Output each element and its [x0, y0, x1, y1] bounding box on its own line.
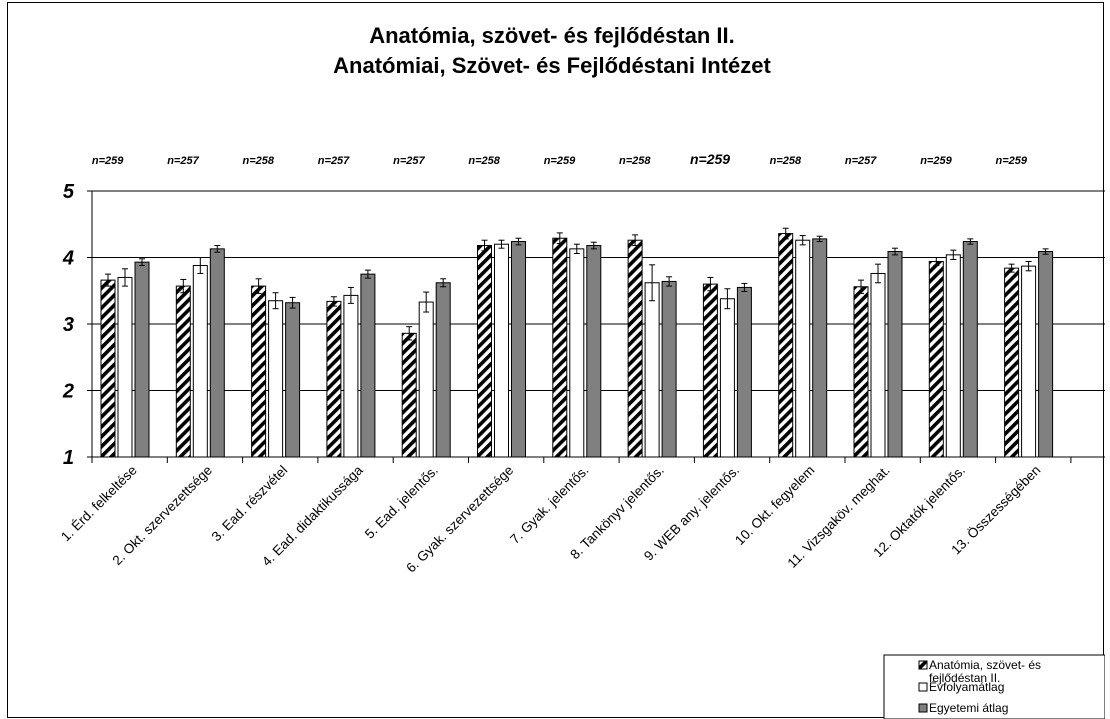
chart-title-line-1: Anatómia, szövet- és fejlődéstan II. [369, 23, 735, 48]
bar-series-2-cat-13 [1021, 265, 1037, 458]
bar-series-1-cat-7 [552, 237, 568, 458]
bar-series-2-cat-6 [494, 243, 509, 458]
bar-series-1-cat-3 [251, 285, 267, 458]
bar-series-3-cat-5 [435, 282, 451, 458]
n-label: n=258 [243, 155, 275, 167]
legend-label-1: Anatómia, szövet- és fejlődéstan II. [929, 658, 1041, 685]
bar-series-3-cat-8 [661, 280, 677, 458]
y-tick-label: 4 [62, 248, 74, 270]
bar-series-3-cat-11 [887, 251, 903, 458]
x-tick-label: 10. Okt. fegyelem [732, 463, 817, 548]
n-label: n=257 [318, 155, 350, 167]
bar-series-1-cat-9 [702, 283, 718, 458]
bar-series-2-cat-7 [569, 248, 585, 458]
bar-series-3-cat-6 [511, 241, 526, 458]
x-tick-label: 5. Ead. jelentős. [362, 463, 441, 542]
y-tick-label: 5 [63, 181, 75, 203]
legend-swatch-1 [918, 660, 928, 670]
n-labels: n=259 n=257 n=258 n=257 n=257 n=258 n=259 n=258… [92, 151, 1028, 167]
bar-series-1-cat-8 [627, 239, 643, 458]
x-tick-label: 3. Ead. részvétel [209, 463, 291, 545]
y-tick-label: 3 [63, 314, 74, 336]
bar-series-3-cat-12 [962, 241, 978, 458]
bar-series-1-cat-2 [175, 285, 191, 458]
x-tick-label: 1. Érd. felkeltése [58, 463, 140, 545]
bar-series-3-cat-7 [586, 245, 602, 458]
n-label: n=259 [920, 155, 952, 167]
bar-series-2-cat-8 [644, 282, 660, 458]
bar-series-3-cat-4 [360, 273, 376, 458]
bar-series-1-cat-10 [778, 233, 794, 458]
axes [87, 190, 1105, 463]
bar-series-3-cat-1 [134, 261, 150, 458]
legend-label-3: Egyetemi átlag [929, 701, 1008, 715]
bar-series-1-cat-11 [853, 286, 869, 458]
n-label: n=257 [167, 155, 199, 167]
bar-series-3-cat-3 [285, 302, 301, 458]
chart-title-line-2: Anatómiai, Szövet- és Fejlődéstani Intéz… [333, 53, 771, 78]
n-label: n=259 [690, 151, 730, 167]
bar-series-2-cat-2 [192, 264, 208, 458]
legend-label-2: Évfolyamátlag [929, 679, 1004, 694]
legend-swatch-2 [918, 682, 928, 692]
x-tick-label: 7. Gyak. jelentős. [507, 463, 591, 547]
chart-frame: Anatómia, szövet- és fejlődéstan II. Ana… [7, 2, 1105, 719]
y-tick-label: 1 [63, 447, 74, 469]
n-label: n=259 [544, 155, 576, 167]
bar-series-2-cat-1 [117, 276, 133, 458]
bar-series-1-cat-12 [928, 260, 944, 458]
n-label: n=257 [393, 155, 425, 167]
n-label: n=259 [92, 155, 124, 167]
bar-series-2-cat-5 [418, 301, 434, 458]
n-label: n=258 [468, 155, 500, 167]
bar-series-3-cat-10 [812, 238, 828, 458]
bar-series-1-cat-6 [477, 245, 492, 458]
n-label: n=257 [845, 155, 877, 167]
bar-series-2-cat-3 [268, 300, 284, 458]
bar-series-2-cat-11 [870, 272, 886, 458]
n-label: n=259 [996, 155, 1028, 167]
y-tick-label: 2 [62, 381, 74, 403]
bar-series-2-cat-12 [945, 254, 961, 458]
legend-swatch-3 [918, 703, 928, 713]
bar-series-2-cat-10 [795, 239, 811, 458]
bar-series-3-cat-13 [1038, 251, 1054, 458]
bar-series-2-cat-4 [343, 294, 359, 458]
bar-series-3-cat-9 [736, 286, 752, 458]
y-axis-ticks: 1 2 3 4 5 [62, 181, 75, 469]
bar-series-2-cat-9 [719, 298, 735, 458]
n-label: n=258 [770, 155, 802, 167]
error-bars [105, 227, 1049, 341]
legend: Anatómia, szövet- és fejlődéstan II.Évfol… [883, 654, 1105, 719]
n-label: n=258 [619, 155, 651, 167]
bar-series-1-cat-5 [401, 332, 417, 458]
bar-series-1-cat-1 [100, 279, 116, 458]
bar-series-3-cat-2 [209, 248, 225, 458]
bar-series-1-cat-13 [1004, 267, 1020, 458]
chart: Anatómia, szövet- és fejlődéstan II. Ana… [58, 23, 1105, 719]
bar-series-1-cat-4 [326, 300, 342, 458]
bars [100, 233, 1054, 458]
